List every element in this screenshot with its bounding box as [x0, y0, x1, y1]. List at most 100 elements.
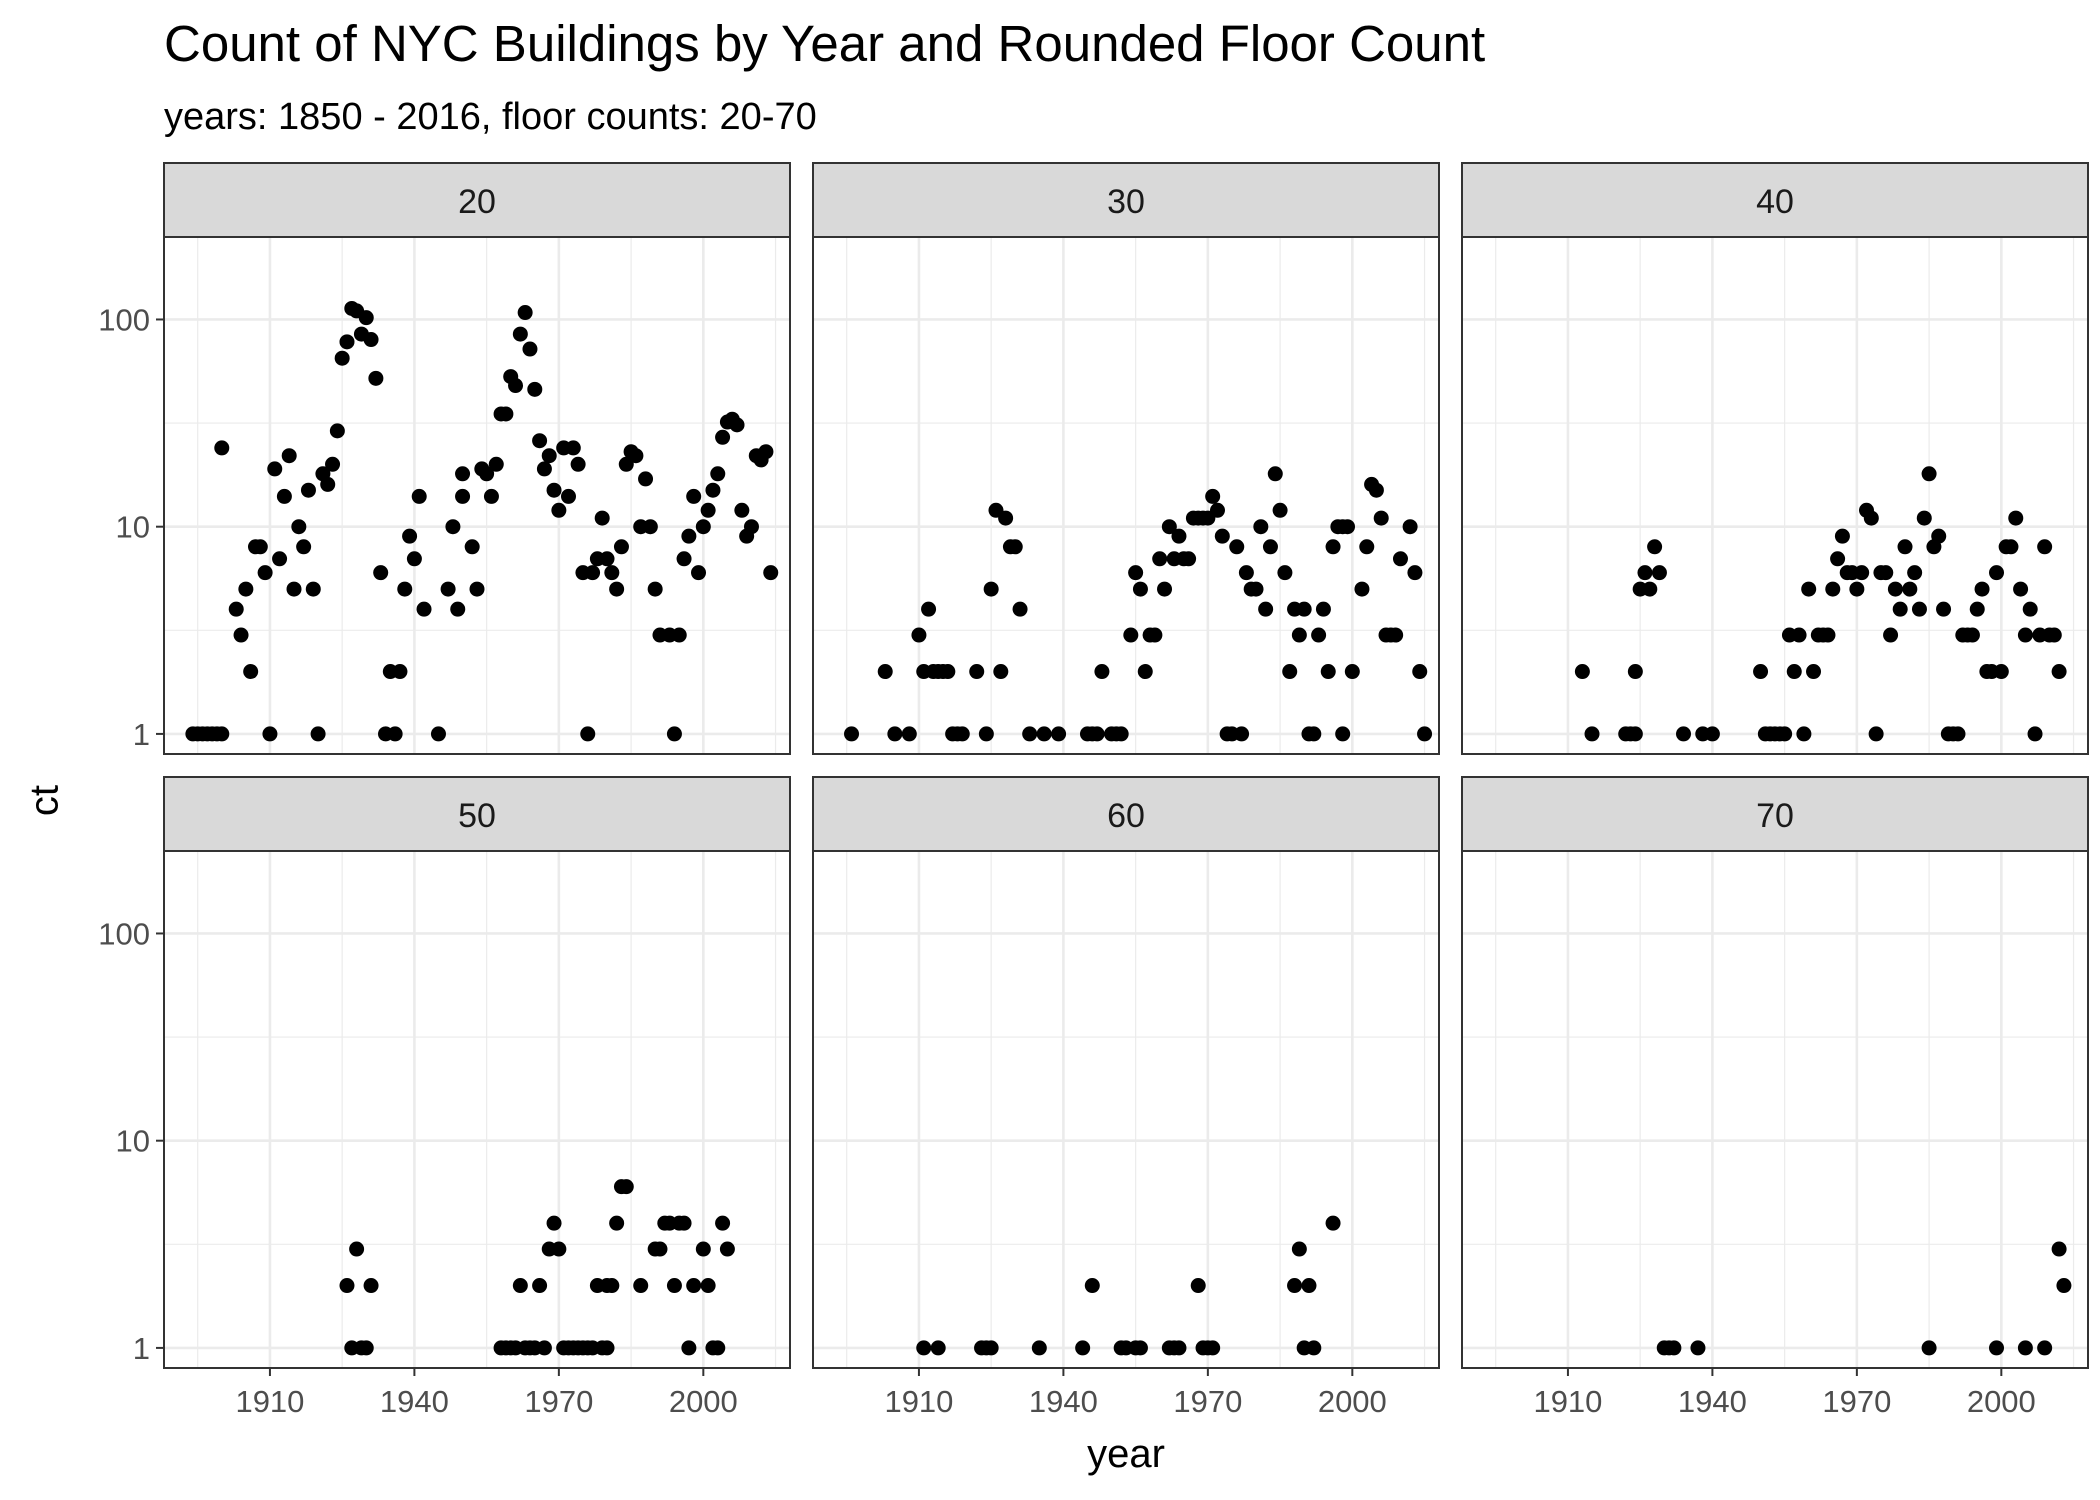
data-point	[1181, 551, 1197, 567]
data-point	[310, 726, 326, 742]
facet-strip	[163, 162, 791, 238]
data-point	[536, 461, 552, 477]
data-point	[1209, 502, 1225, 518]
data-point	[532, 1278, 548, 1294]
data-point	[2056, 1278, 2072, 1294]
x-tick-label: 1910	[235, 1384, 304, 1419]
data-point	[517, 305, 533, 321]
plot-background	[813, 237, 1439, 754]
data-point	[998, 510, 1014, 526]
data-point	[450, 601, 466, 617]
data-point	[387, 726, 403, 742]
facet-strip	[1461, 776, 2089, 852]
data-point	[430, 726, 446, 742]
data-point	[228, 601, 244, 617]
data-point	[940, 664, 956, 680]
data-point	[2037, 539, 2053, 555]
data-point	[901, 726, 917, 742]
data-point	[1306, 726, 1322, 742]
plot-background	[164, 851, 790, 1368]
data-point	[1272, 502, 1288, 518]
data-point	[916, 1340, 932, 1356]
data-point	[633, 1278, 649, 1294]
data-point	[613, 539, 629, 555]
x-tick-label: 2000	[669, 1384, 738, 1419]
data-point	[1084, 1278, 1100, 1294]
data-point	[604, 1278, 620, 1294]
data-point	[286, 581, 302, 597]
data-point	[1089, 726, 1105, 742]
x-tick-label: 1970	[1173, 1384, 1242, 1419]
x-tick-label: 1940	[1029, 1384, 1098, 1419]
data-point	[604, 565, 620, 581]
data-point	[642, 519, 658, 535]
data-point	[411, 488, 427, 504]
data-point	[1989, 565, 2005, 581]
data-point	[349, 1241, 365, 1257]
x-axis-label: year	[1087, 1432, 1165, 1476]
data-point	[1676, 726, 1692, 742]
data-point	[320, 476, 336, 492]
data-point	[734, 502, 750, 518]
data-point	[300, 482, 316, 498]
data-point	[1113, 726, 1129, 742]
data-point	[488, 456, 504, 472]
data-point	[1205, 1340, 1221, 1356]
data-point	[1825, 581, 1841, 597]
data-point	[1936, 601, 1952, 617]
data-point	[710, 1340, 726, 1356]
data-point	[1248, 581, 1264, 597]
data-point	[1647, 539, 1663, 555]
y-tick-label: 10	[116, 1124, 150, 1159]
data-point	[296, 539, 312, 555]
data-point	[2027, 726, 2043, 742]
data-point	[1791, 627, 1807, 643]
data-point	[2017, 1340, 2033, 1356]
data-point	[257, 565, 273, 581]
data-point	[691, 565, 707, 581]
data-point	[2003, 539, 2019, 555]
data-point	[233, 627, 249, 643]
data-point	[695, 519, 711, 535]
data-point	[1916, 510, 1932, 526]
data-point	[329, 423, 345, 439]
data-point	[1897, 539, 1913, 555]
data-point	[1993, 664, 2009, 680]
data-point	[993, 664, 1009, 680]
data-point	[1849, 581, 1865, 597]
facet-panel-50: 50 1 10 100 1910 1940 1970 2000	[98, 776, 791, 1419]
data-point	[243, 664, 259, 680]
data-point	[363, 1278, 379, 1294]
data-point	[1157, 581, 1173, 597]
data-point	[1128, 565, 1144, 581]
data-point	[1704, 726, 1720, 742]
data-point	[666, 1278, 682, 1294]
data-point	[681, 1340, 697, 1356]
data-point	[512, 1278, 528, 1294]
data-point	[647, 581, 663, 597]
data-point	[686, 488, 702, 504]
data-point	[1306, 1340, 1322, 1356]
data-point	[1123, 627, 1139, 643]
data-point	[546, 482, 562, 498]
data-point	[325, 456, 341, 472]
data-point	[1666, 1340, 1682, 1356]
data-point	[618, 1179, 634, 1195]
data-point	[887, 726, 903, 742]
data-point	[1007, 539, 1023, 555]
data-point	[930, 1340, 946, 1356]
data-point	[1796, 726, 1812, 742]
data-point	[1892, 601, 1908, 617]
data-point	[1627, 726, 1643, 742]
x-tick-label: 1940	[380, 1384, 449, 1419]
data-point	[1036, 726, 1052, 742]
data-point	[445, 519, 461, 535]
data-point	[339, 1278, 355, 1294]
data-point	[1863, 510, 1879, 526]
data-point	[1354, 581, 1370, 597]
data-point	[560, 488, 576, 504]
data-point	[599, 551, 615, 567]
data-point	[666, 726, 682, 742]
panel-border	[163, 850, 791, 1369]
data-point	[1171, 528, 1187, 544]
